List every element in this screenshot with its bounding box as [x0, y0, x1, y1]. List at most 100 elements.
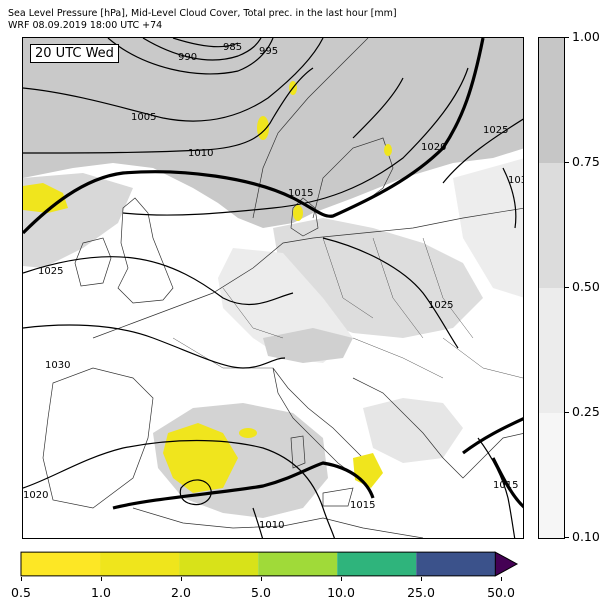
precip-colorbar-tick-label: 10.0 — [327, 585, 355, 600]
isobar-990 — [142, 38, 262, 61]
isobar-label: 985 — [223, 42, 242, 53]
cloud-cover-colorbar — [538, 37, 565, 539]
precip-scandinavia — [257, 116, 269, 140]
cloud-area-east — [453, 158, 523, 298]
isobar-label: 1015 — [493, 480, 518, 491]
isobar-label: 1015 — [350, 500, 375, 511]
isobar-label: 1025 — [38, 266, 63, 277]
coastline-africa — [132, 507, 424, 538]
isobar-label: 995 — [259, 46, 278, 57]
cloud-colorbar-tickmark — [565, 537, 569, 538]
precip-colorbar-segment — [100, 552, 180, 576]
precip-colorbar-segment — [416, 552, 496, 576]
isobar-label: 1025 — [428, 300, 453, 311]
cloud-colorbar-tick-label: 0.25 — [572, 404, 600, 419]
precip-colorbar-tickmark — [181, 577, 182, 581]
isobar-1020-southwest — [23, 439, 335, 538]
precipitation-colorbar — [20, 551, 519, 577]
precip-colorbar-tickmark — [261, 577, 262, 581]
borders — [172, 237, 523, 379]
isobar-1005 — [23, 38, 324, 122]
cloud-colorbar-tickmark — [565, 162, 569, 163]
precip-colorbar-extend-arrow — [494, 551, 519, 577]
coastline-sicily — [322, 487, 354, 507]
cloud-area-alps — [263, 328, 353, 363]
isobar-label: 990 — [178, 52, 197, 63]
cloud-colorbar-tickmark — [565, 287, 569, 288]
isobar-1025-east — [442, 118, 523, 184]
precip-colorbar-tick-label: 50.0 — [487, 585, 515, 600]
coastline-ireland — [74, 237, 112, 287]
valid-time-label: 20 UTC Wed — [30, 44, 119, 63]
isobars-layer — [23, 38, 523, 538]
coastline-britain — [117, 197, 174, 304]
isobar-label: 1025 — [483, 125, 508, 136]
isobar-label: 1020 — [23, 490, 48, 501]
isobar-label: 1010 — [188, 148, 213, 159]
isobar-1030-west — [23, 324, 286, 369]
precip-colorbar-segment — [20, 552, 101, 576]
precip-colorbar-segment — [179, 552, 259, 576]
precip-colorbar-segment — [258, 552, 338, 576]
isobar-1010 — [23, 67, 314, 154]
isobar-995 — [107, 38, 274, 75]
precip-denmark — [293, 205, 303, 221]
isobar-1010-south — [252, 507, 264, 538]
cloud-colorbar-tick-label: 0.50 — [572, 279, 600, 294]
weather-map: 985 990 995 1005 1010 1015 1020 1025 102… — [22, 37, 524, 539]
cloud-area-north — [23, 38, 523, 228]
isobar-label: 1020 — [421, 142, 446, 153]
isobar-1015-southeast-thick — [462, 417, 523, 509]
cloud-colorbar-segment — [539, 38, 564, 163]
precip-colorbar-tickmark — [341, 577, 342, 581]
cloud-colorbar-segment — [539, 163, 564, 288]
isobar-1020-east — [352, 77, 404, 139]
isobar-labels: 985 990 995 1005 1010 1015 1020 1025 102… — [23, 42, 524, 531]
isobar-1030-east — [502, 167, 517, 229]
precip-colorbar-tickmark — [421, 577, 422, 581]
cloud-area-balkans — [363, 398, 463, 463]
cloud-colorbar-tick-label: 1.00 — [572, 29, 600, 44]
cloud-colorbar-tick-label: 0.75 — [572, 154, 600, 169]
isobar-label: 1010 — [259, 520, 284, 531]
precip-colorbar-segment — [337, 552, 417, 576]
precip-colorbar-tickmark — [501, 577, 502, 581]
precip-colorbar-outline — [20, 551, 496, 577]
map-canvas: 985 990 995 1005 1010 1015 1020 1025 102… — [23, 38, 524, 538]
coastline-continent — [92, 207, 523, 339]
cloud-colorbar-segment — [539, 288, 564, 413]
isobar-1025-central — [322, 237, 459, 349]
isobar-1015-south-thick — [112, 461, 375, 510]
isobar-label: 1030 — [45, 360, 70, 371]
coastline-scandinavia — [252, 38, 394, 219]
isobar-label: 1005 — [131, 112, 156, 123]
coastline-balkans — [352, 377, 523, 479]
precip-colorbar-tick-label: 25.0 — [407, 585, 435, 600]
precip-colorbar-tickmark — [21, 577, 22, 581]
isobar-1020 — [122, 67, 469, 216]
isobar-label: 1015 — [288, 188, 313, 199]
precip-sweden — [384, 144, 392, 156]
precip-italy — [353, 453, 383, 488]
precip-colorbar-tick-label: 5.0 — [251, 585, 271, 600]
precip-atlantic — [23, 183, 68, 213]
isobar-label: 1030 — [508, 175, 524, 186]
coastline-denmark — [290, 197, 319, 237]
isobar-985 — [172, 38, 239, 48]
precip-colorbar-tickmark — [101, 577, 102, 581]
coastline-iberia — [42, 367, 154, 509]
cloud-colorbar-tick-label: 0.10 — [572, 529, 600, 544]
isobar-1010-low — [179, 479, 212, 506]
cloud-colorbar-segment — [539, 413, 564, 538]
isobar-1015-southeast — [477, 437, 516, 538]
isobar-1015-thick — [23, 38, 485, 235]
cloud-colorbar-tickmark — [565, 37, 569, 38]
map-title: Sea Level Pressure [hPa], Mid-Level Clou… — [8, 8, 397, 19]
precip-colorbar-tick-label: 2.0 — [171, 585, 191, 600]
isobar-1025-west — [23, 256, 294, 306]
precip-corsica — [239, 428, 257, 438]
map-subtitle: WRF 08.09.2019 18:00 UTC +74 — [8, 20, 163, 31]
cloud-cover-layer — [23, 38, 523, 518]
precip-colorbar-tick-label: 1.0 — [91, 585, 111, 600]
cloud-colorbar-tickmark — [565, 412, 569, 413]
